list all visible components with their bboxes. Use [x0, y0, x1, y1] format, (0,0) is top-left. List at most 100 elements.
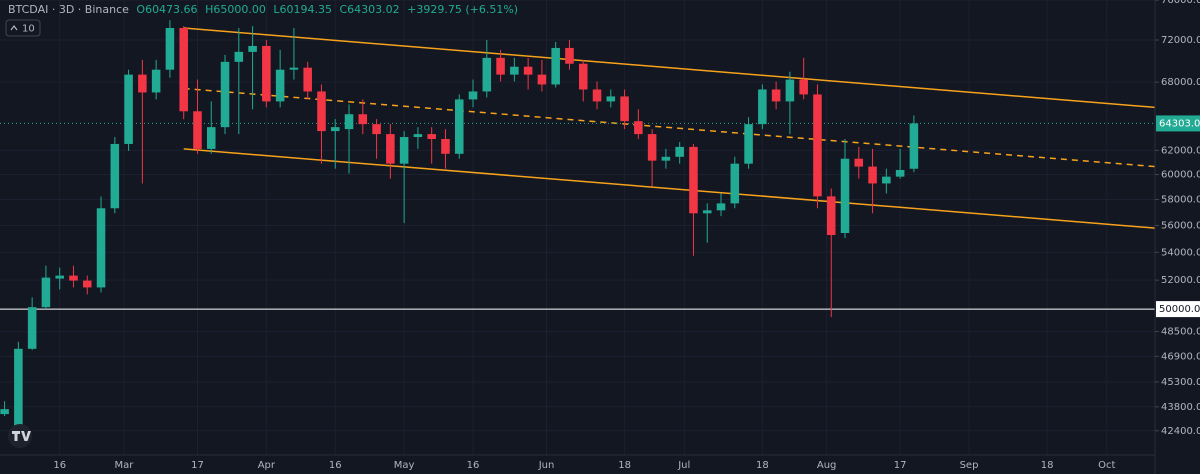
x-tick-label: 16 [467, 460, 480, 471]
candle-body [262, 45, 271, 102]
candle-body [303, 67, 312, 92]
candle-body [399, 137, 409, 164]
last-price-label: 64303.02 [1159, 118, 1200, 129]
x-tick-label: 16 [329, 460, 342, 471]
candle-body [96, 208, 106, 288]
x-tick-label: May [394, 460, 415, 471]
trendline [183, 87, 1156, 168]
chart-header: BTCDAI · 3D · Binance O60473.66 H65000.0… [8, 3, 518, 16]
y-tick-label: 72000.00 [1161, 35, 1200, 46]
x-tick-label: Apr [258, 460, 276, 471]
logo [8, 424, 32, 448]
candle-body [358, 114, 368, 125]
candle-body [206, 127, 216, 149]
candle-body [454, 99, 464, 154]
candle-body [165, 28, 175, 70]
candle-body [344, 114, 354, 130]
candle-body [840, 158, 850, 234]
axes: 76000.00 72000.00 68000.00 62000.00 60000.00… [53, 0, 1200, 471]
ohlc-low: L60194.35 [273, 3, 332, 16]
candle-body [234, 51, 244, 62]
indicator-toggle[interactable] [5, 19, 41, 37]
candle-body [882, 176, 891, 184]
ohlc-close: C64303.02 [339, 3, 399, 16]
candle-body [220, 61, 230, 128]
candle-body [386, 134, 395, 164]
candle-body [868, 166, 877, 184]
candle-body [124, 74, 133, 144]
candle-body [496, 57, 505, 75]
candle-body [565, 47, 574, 64]
candle-body [647, 134, 657, 161]
candle-body [427, 134, 436, 140]
candle-body [275, 69, 285, 102]
candle-body [730, 163, 740, 204]
y-tick-label: 46900.00 [1161, 351, 1200, 362]
candle-body [248, 45, 257, 52]
candle-body [82, 280, 92, 288]
candle-body [179, 28, 188, 112]
x-tick-label: Sep [960, 460, 979, 471]
candle-body [716, 203, 726, 211]
y-tick-label: 45300.00 [1161, 377, 1200, 388]
symbol: BTCDAI · 3D · Binance [8, 3, 129, 16]
candle-body [482, 57, 492, 92]
candle-body [138, 74, 147, 93]
x-tick-label: Mar [115, 460, 135, 471]
candle-body [813, 94, 822, 197]
candle-body [826, 196, 836, 236]
candle-body [634, 121, 643, 135]
candle-body [289, 67, 299, 70]
candle-body [537, 74, 547, 85]
candle-body [193, 111, 202, 149]
indicator-count: 10 [22, 24, 35, 35]
candle-body [758, 89, 767, 125]
candle-body [441, 139, 450, 154]
candle-body [413, 134, 423, 138]
candle-body [523, 66, 533, 75]
y-tick-label: 62000.00 [1161, 145, 1200, 156]
x-tick-label: 18 [756, 460, 769, 471]
logo-mark [12, 431, 31, 441]
ohlc-high: H65000.00 [205, 3, 266, 16]
trendline [183, 148, 1156, 229]
x-tick-label: 18 [618, 460, 631, 471]
candle-body [27, 307, 37, 349]
candle-body [620, 96, 629, 122]
candle-body [592, 89, 602, 102]
y-tick-label: 58000.00 [1161, 195, 1200, 206]
candle-body [14, 348, 23, 441]
collapse-icon[interactable] [10, 25, 18, 31]
price-badge-label: 50000.00 [1159, 304, 1200, 315]
y-tick-label: 56000.00 [1161, 220, 1200, 231]
candle-body [69, 275, 78, 281]
x-tick-label: Oct [1098, 460, 1115, 471]
ohlc-change: +3929.75 (+6.51%) [407, 3, 518, 16]
candle-body [675, 146, 684, 157]
y-tick-label: 76000.00 [1161, 0, 1200, 6]
candle-body [317, 91, 326, 132]
candle-body [41, 277, 51, 308]
last-price-badge [1156, 115, 1200, 132]
candle-body [0, 409, 9, 415]
x-tick-label: Jun [538, 460, 555, 471]
y-tick-label: 43800.00 [1161, 402, 1200, 413]
x-tick-label: Aug [817, 460, 837, 471]
candle-body [744, 124, 753, 164]
x-tick-label: 18 [1041, 460, 1054, 471]
y-tick-label: 52000.00 [1161, 275, 1200, 286]
candle-body [510, 66, 519, 75]
price-badge [1156, 301, 1200, 318]
x-tick-label: 16 [53, 460, 66, 471]
candle-body [702, 210, 712, 214]
candle-body [110, 143, 120, 209]
candle-body [372, 124, 381, 135]
logo-badge [8, 424, 32, 448]
x-tick-label: 17 [191, 460, 204, 471]
candle-body [854, 158, 864, 167]
candle-body [785, 79, 795, 102]
candle-body [799, 79, 808, 95]
grid [0, 0, 1155, 455]
